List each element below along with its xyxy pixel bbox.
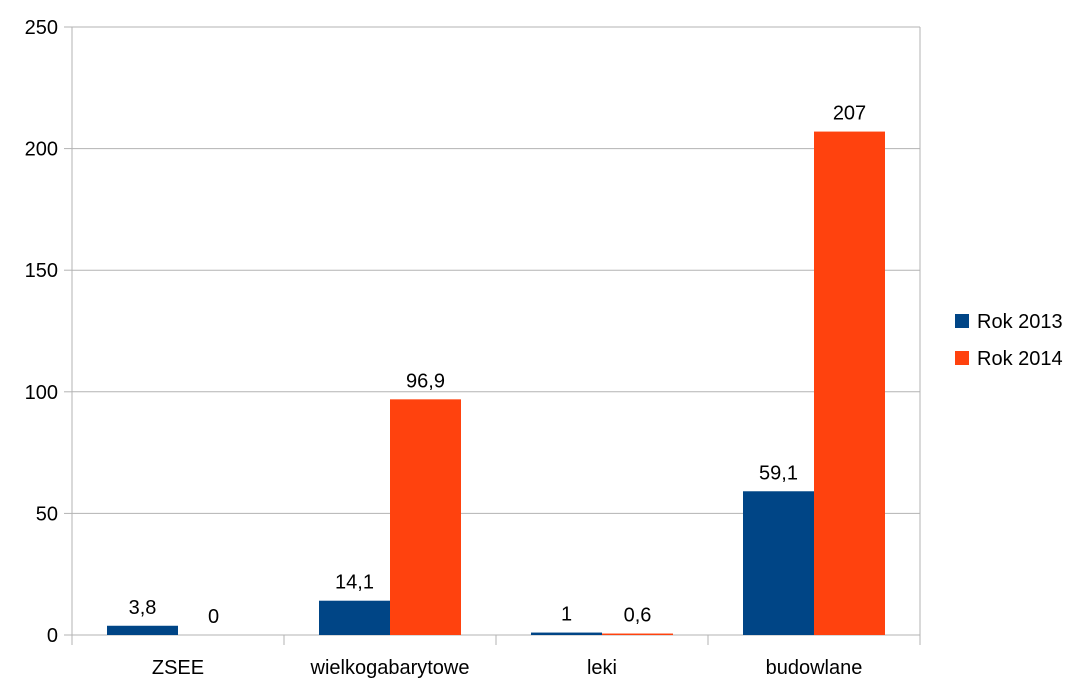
- y-tick-label: 200: [25, 139, 58, 161]
- bar-wielkogabarytowe-rok-2014: [390, 399, 461, 635]
- data-label: 14,1: [335, 572, 374, 594]
- y-tick-label: 150: [25, 260, 58, 282]
- axes: 0 50 100 150 200 250 ZSEE wielkogabarytowe leki b…: [25, 17, 921, 679]
- data-label: 207: [833, 103, 866, 125]
- bar-leki-rok-2013: [531, 632, 602, 635]
- y-tick-label: 100: [25, 382, 58, 404]
- x-category-label: leki: [587, 657, 617, 679]
- bar-ZSEE-rok-2013: [107, 625, 178, 635]
- legend-label: Rok 2013: [977, 311, 1063, 333]
- x-category-label: ZSEE: [152, 657, 204, 679]
- bar-budowlane-rok-2014: [814, 131, 885, 636]
- legend-label: Rok 2014: [977, 348, 1063, 370]
- y-tick-label: 250: [25, 17, 58, 39]
- x-category-label: wielkogabarytowe: [310, 657, 470, 679]
- data-labels: 3,8 0 14,1 96,9 1 0,6 59,1 207: [129, 103, 867, 628]
- data-label: 0,6: [624, 605, 652, 627]
- bar-leki-rok-2014: [602, 633, 673, 635]
- data-label: 3,8: [129, 597, 157, 619]
- legend-swatch: [955, 351, 969, 365]
- bars: [107, 131, 885, 636]
- bar-budowlane-rok-2013: [743, 491, 814, 635]
- legend-swatch: [955, 314, 969, 328]
- x-category-label: budowlane: [766, 657, 863, 679]
- bar-wielkogabarytowe-rok-2013: [319, 600, 390, 635]
- data-label: 96,9: [406, 370, 445, 392]
- data-label: 59,1: [759, 462, 798, 484]
- data-label: 1: [561, 604, 572, 626]
- data-label: 0: [208, 606, 219, 628]
- legend: Rok 2013 Rok 2014: [955, 311, 1063, 370]
- y-tick-label: 50: [36, 503, 58, 525]
- y-tick-label: 0: [47, 625, 58, 647]
